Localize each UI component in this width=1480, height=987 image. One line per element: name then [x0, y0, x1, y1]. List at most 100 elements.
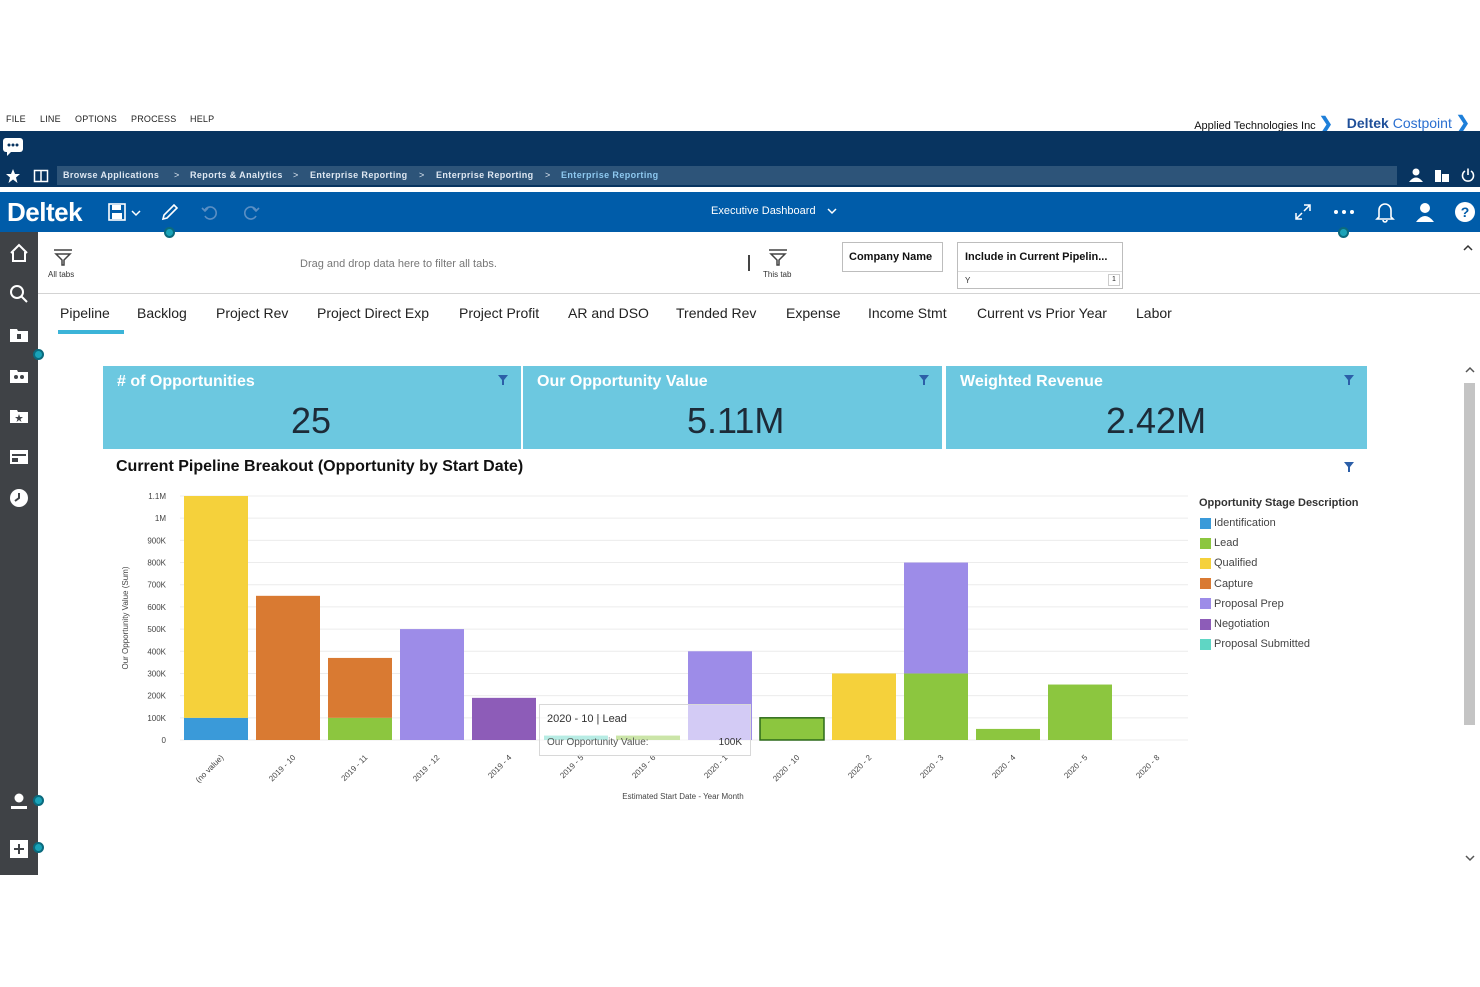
undo-icon[interactable]	[200, 202, 220, 227]
breadcrumb-item[interactable]: Browse Applications	[63, 170, 160, 180]
brand-bold: Deltek	[1346, 115, 1389, 131]
legend-item[interactable]: Negotiation	[1200, 618, 1270, 630]
tab-project-profit[interactable]: Project Profit	[459, 305, 540, 321]
scroll-up-icon[interactable]	[1464, 365, 1476, 375]
tab-income-stmt[interactable]: Income Stmt	[868, 305, 947, 321]
breadcrumb-separator: >	[545, 170, 551, 180]
breadcrumb-item[interactable]: Reports & Analytics	[190, 170, 283, 180]
help-icon[interactable]: ?	[1454, 201, 1476, 228]
profile-icon[interactable]	[1415, 201, 1435, 228]
hotspot-dot[interactable]	[1338, 227, 1349, 238]
menu-options[interactable]: OPTIONS	[75, 114, 117, 124]
fullscreen-icon[interactable]	[1293, 202, 1313, 227]
tooltip-header: 2020 - 10 | Lead	[547, 713, 627, 725]
tab-expense[interactable]: Expense	[786, 305, 841, 321]
legend-item[interactable]: Capture	[1200, 578, 1253, 590]
x-tick-label: 2019 - 10	[267, 753, 298, 784]
filter-this-tab-icon[interactable]	[768, 248, 788, 271]
menu-process[interactable]: PROCESS	[131, 114, 177, 124]
pipeline-filter[interactable]: Include in Current Pipelin... Y 1	[957, 242, 1123, 289]
chart-filter-icon[interactable]	[1343, 461, 1355, 473]
bar-segment	[184, 496, 248, 718]
kpi-title: Weighted Revenue	[960, 373, 1103, 390]
drop-zone-hint[interactable]: Drag and drop data here to filter all ta…	[300, 258, 497, 270]
kpi-opportunity-value[interactable]: Our Opportunity Value 5.11M	[523, 366, 942, 449]
breadcrumb-current: Enterprise Reporting	[561, 170, 659, 180]
legend-item[interactable]: Lead	[1200, 537, 1238, 549]
divider	[958, 271, 1122, 272]
org-icon[interactable]	[1434, 167, 1450, 188]
legend-item[interactable]: Proposal Submitted	[1200, 638, 1310, 650]
tab-project-direct-exp[interactable]: Project Direct Exp	[317, 305, 430, 321]
folder-icon[interactable]	[8, 324, 30, 346]
filter-icon[interactable]	[497, 374, 509, 386]
splitter-handle[interactable]	[748, 255, 750, 271]
menu-line[interactable]: LINE	[40, 114, 61, 124]
more-options-icon[interactable]	[1333, 202, 1355, 227]
hotspot-dot[interactable]	[164, 227, 175, 238]
save-icon[interactable]	[108, 203, 126, 226]
collapse-chevron-up-icon[interactable]	[1462, 240, 1474, 258]
legend-swatch	[1200, 638, 1211, 650]
home-icon[interactable]	[8, 242, 30, 264]
kpi-opportunity-count[interactable]: # of Opportunities 25	[103, 366, 521, 449]
menu-bar: FILE LINE OPTIONS PROCESS HELP	[0, 108, 1480, 130]
breadcrumb-item[interactable]: Enterprise Reporting	[310, 170, 408, 180]
legend-swatch	[1200, 578, 1211, 590]
pipeline-filter-value: Y	[965, 276, 971, 285]
tab-current-vs-prior-year[interactable]: Current vs Prior Year	[977, 305, 1107, 321]
browse-apps-icon[interactable]	[33, 168, 49, 189]
legend-swatch	[1200, 618, 1211, 630]
y-tick-label: 200K	[147, 692, 166, 701]
favorites-folder-icon[interactable]	[8, 405, 30, 427]
scroll-down-icon[interactable]	[1464, 853, 1476, 863]
legend-item[interactable]: Proposal Prep	[1200, 598, 1284, 610]
dashboard-title[interactable]: Executive Dashboard	[711, 205, 837, 217]
team-folder-icon[interactable]	[8, 365, 30, 387]
y-tick-label: 600K	[147, 603, 166, 612]
legend-item[interactable]: Identification	[1200, 517, 1276, 529]
hotspot-dot[interactable]	[33, 795, 44, 806]
tab-trended-rev[interactable]: Trended Rev	[676, 305, 757, 321]
search-icon[interactable]	[8, 283, 30, 305]
tab-pipeline[interactable]: Pipeline	[60, 305, 110, 321]
tab-project-rev[interactable]: Project Rev	[216, 305, 289, 321]
tab-labor[interactable]: Labor	[1136, 305, 1172, 321]
chart-title: Current Pipeline Breakout (Opportunity b…	[116, 458, 524, 475]
new-item-plus-icon[interactable]	[8, 838, 30, 860]
breadcrumb-item[interactable]: Enterprise Reporting	[436, 170, 534, 180]
power-icon[interactable]	[1460, 167, 1476, 188]
filter-icon[interactable]	[918, 374, 930, 386]
bar-segment	[832, 673, 896, 740]
recent-clock-icon[interactable]	[8, 487, 30, 509]
kpi-weighted-revenue[interactable]: Weighted Revenue 2.42M	[946, 366, 1367, 449]
company-link[interactable]: Applied Technologies Inc ❯	[1194, 114, 1333, 134]
company-name-filter[interactable]: Company Name	[842, 242, 943, 272]
chevron-down-icon[interactable]	[131, 205, 141, 223]
chat-icon[interactable]	[2, 137, 24, 157]
my-content-icon[interactable]	[8, 790, 30, 812]
vertical-scrollbar[interactable]	[1461, 355, 1479, 867]
filter-all-tabs-icon[interactable]	[53, 248, 73, 271]
app-bar: Deltek Executive Dashboard ?	[0, 192, 1480, 232]
menu-file[interactable]: FILE	[6, 114, 26, 124]
tab-ar-and-dso[interactable]: AR and DSO	[568, 305, 649, 321]
legend-swatch	[1200, 537, 1211, 549]
redo-icon[interactable]	[241, 202, 261, 227]
legend-label: Identification	[1214, 517, 1276, 529]
bar-segment	[184, 717, 248, 740]
scrollbar-thumb[interactable]	[1464, 383, 1475, 725]
favorites-star-icon[interactable]	[5, 168, 21, 189]
tab-backlog[interactable]: Backlog	[137, 305, 187, 321]
user-icon[interactable]	[1408, 167, 1424, 188]
tooltip-value: 100K	[718, 737, 742, 748]
hotspot-dot[interactable]	[33, 842, 44, 853]
edit-pencil-icon[interactable]	[160, 202, 180, 227]
menu-help[interactable]: HELP	[190, 114, 215, 124]
legend-item[interactable]: Qualified	[1200, 557, 1257, 569]
templates-icon[interactable]	[8, 446, 30, 468]
active-tab-indicator	[58, 330, 124, 334]
notification-bell-icon[interactable]	[1375, 201, 1395, 228]
hotspot-dot[interactable]	[33, 349, 44, 360]
filter-icon[interactable]	[1343, 374, 1355, 386]
